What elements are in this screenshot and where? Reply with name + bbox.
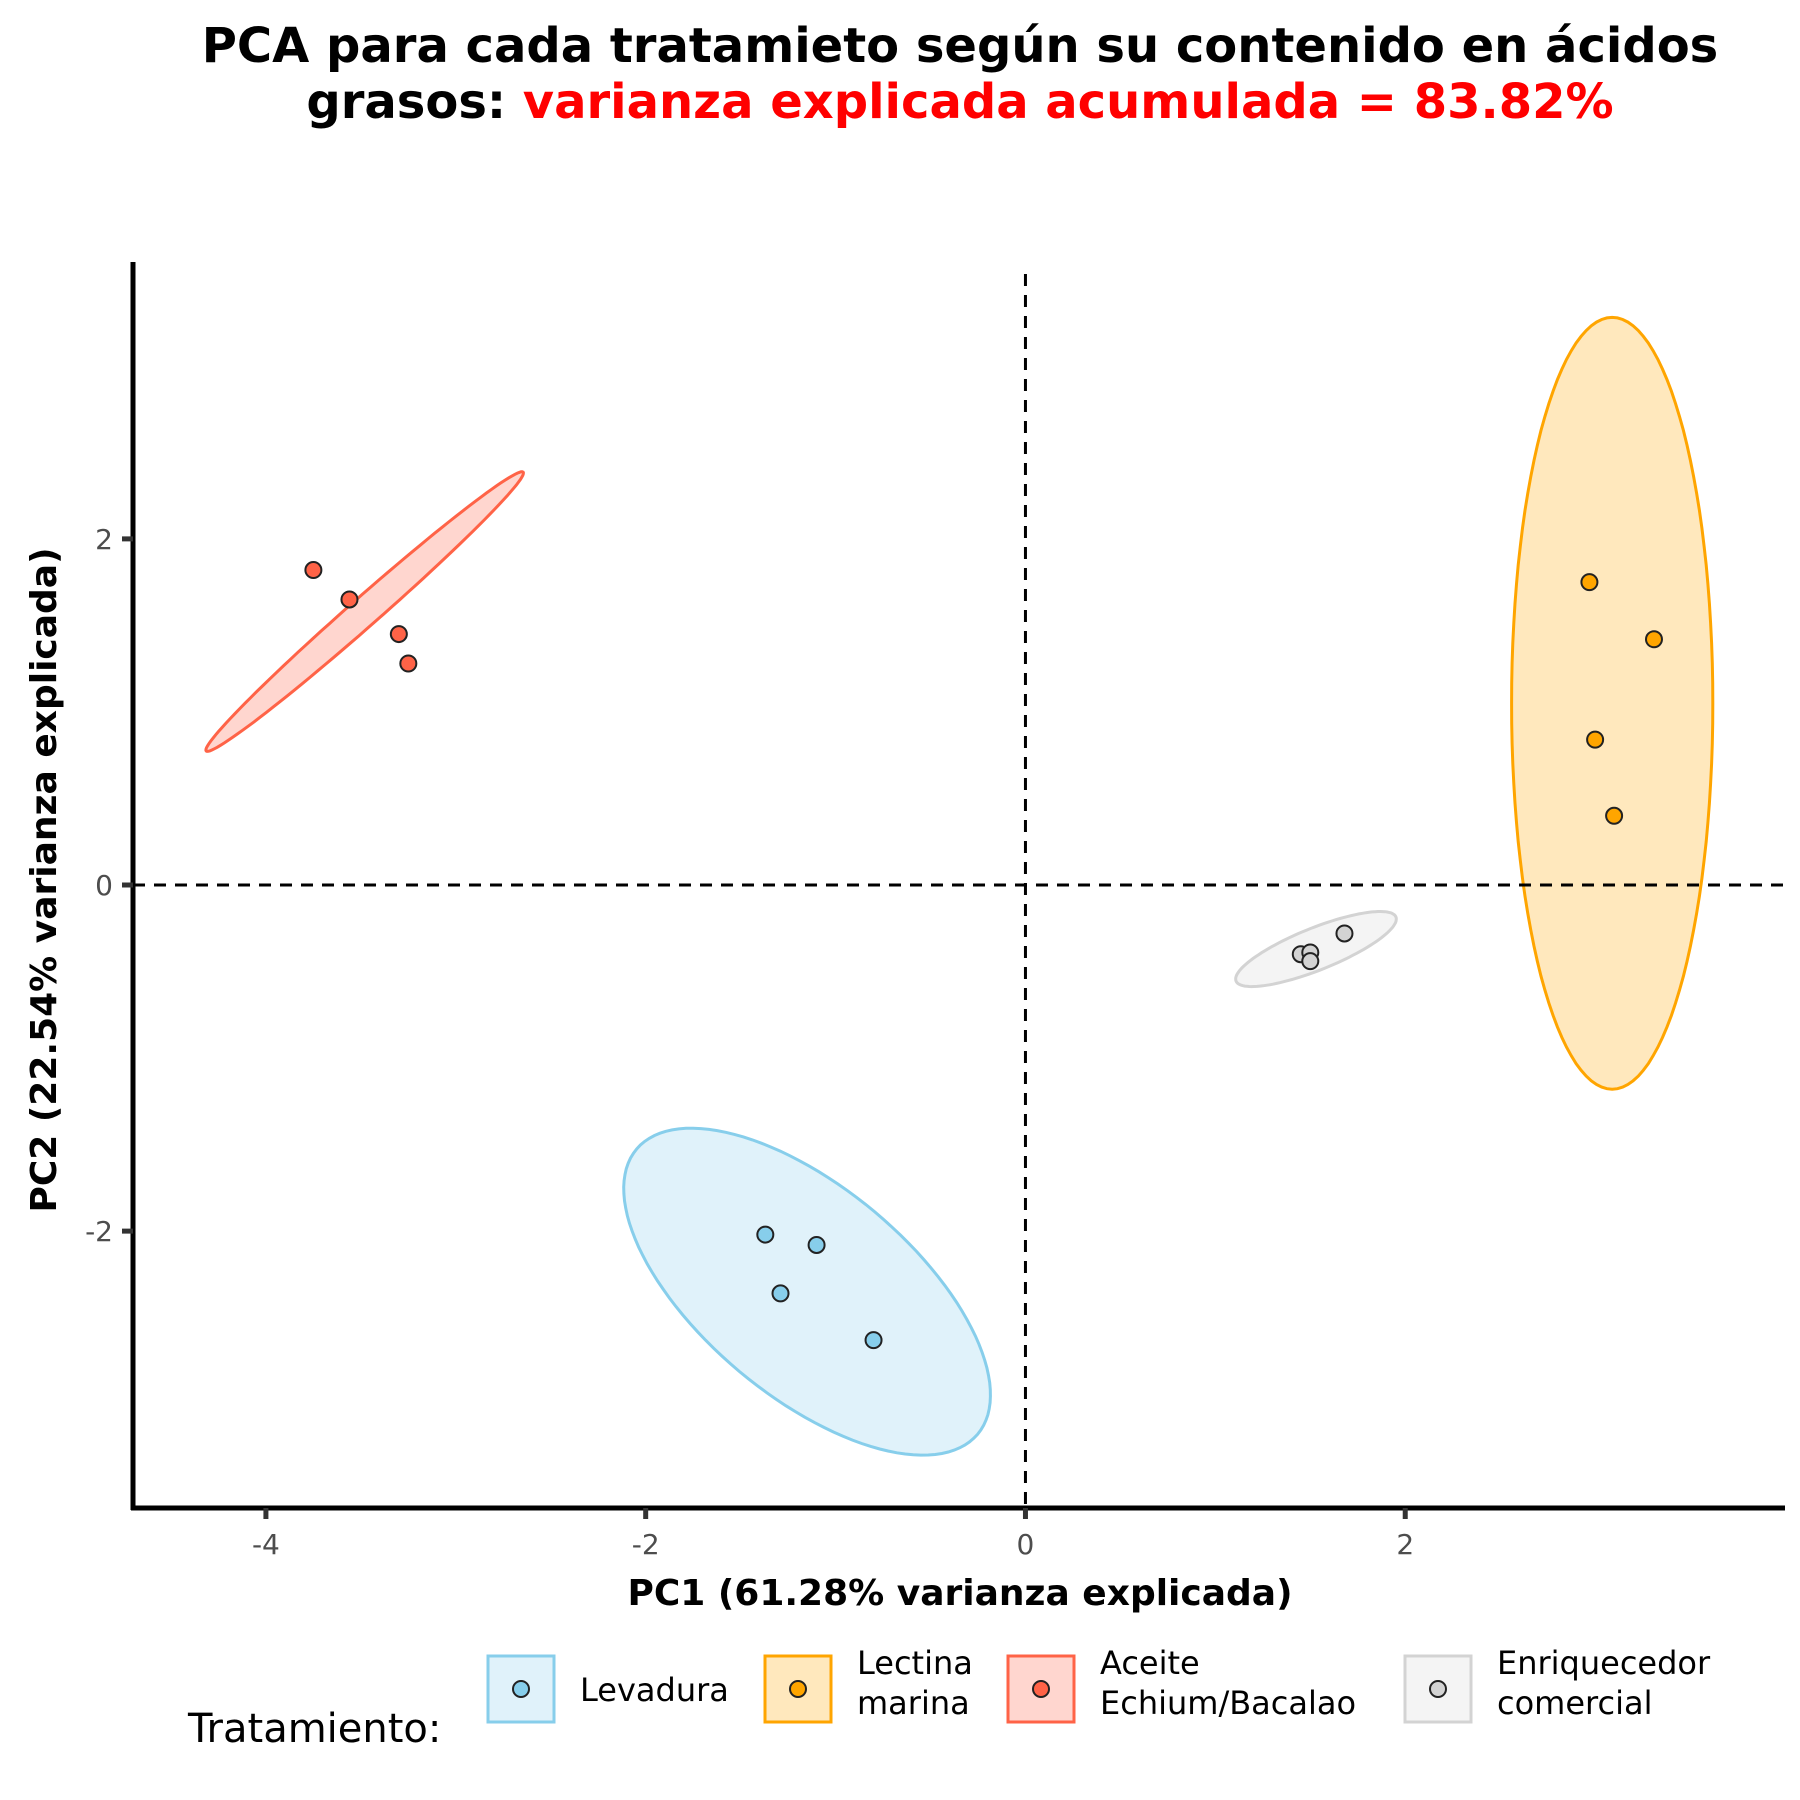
data-points <box>304 561 1663 1350</box>
legend-label-aceite-echium-bacalao: Aceite Echium/Bacalao <box>1100 1644 1356 1722</box>
legend-label-line: Echium/Bacalao <box>1100 1684 1356 1722</box>
point-lectina-marina-4 <box>1605 806 1624 825</box>
point-enriquecedor-comercial-4 <box>1335 924 1354 943</box>
point-levadura-4 <box>864 1331 883 1350</box>
point-lectina-marina-2 <box>1644 630 1663 649</box>
y-tick-label: 0 <box>95 869 113 902</box>
point-levadura-2 <box>807 1235 826 1254</box>
point-aceite-echium-bacalao-3 <box>389 625 408 644</box>
legend-label-line: Aceite <box>1100 1644 1200 1682</box>
ellipse-levadura <box>622 1126 992 1457</box>
legend-label-enriquecedor-comercial: Enriquecedor comercial <box>1497 1644 1711 1722</box>
legend-marker-aceite-echium-bacalao <box>1032 1680 1050 1698</box>
legend-marker-levadura <box>512 1680 530 1698</box>
legend-label-line: comercial <box>1497 1684 1652 1722</box>
chart-title-line2: grasos: varianza explicada acumulada = 8… <box>306 74 1613 130</box>
point-enriquecedor-comercial-3 <box>1301 952 1320 971</box>
chart-title-line1: PCA para cada tratamieto según su conten… <box>202 18 1719 74</box>
point-aceite-echium-bacalao-2 <box>340 590 359 609</box>
chart-title-prefix: grasos: <box>306 74 522 130</box>
legend-label-line: Enriquecedor <box>1497 1644 1711 1682</box>
axes: -4 -2 0 2 -2 0 2 <box>85 262 1785 1561</box>
legend-label-line: Lectina <box>857 1644 973 1682</box>
point-lectina-marina-3 <box>1586 730 1605 749</box>
x-tick-label: 2 <box>1396 1528 1414 1561</box>
reference-lines <box>133 274 1785 1508</box>
legend: Tratamiento: Levadura Lectina marina Aceite… <box>187 1644 1711 1752</box>
x-tick-label: -4 <box>252 1528 280 1561</box>
x-tick-label: 0 <box>1017 1528 1035 1561</box>
legend-label-line: marina <box>857 1684 970 1722</box>
y-axis-title: PC2 (22.54% varianza explicada) <box>24 547 65 1212</box>
point-aceite-echium-bacalao-4 <box>399 654 418 673</box>
x-tick-label: -2 <box>632 1528 660 1561</box>
legend-label-lectina-marina: Lectina marina <box>857 1644 973 1722</box>
point-levadura-1 <box>756 1225 775 1244</box>
point-lectina-marina-1 <box>1580 573 1599 592</box>
legend-marker-lectina-marina <box>789 1680 807 1698</box>
legend-label-levadura: Levadura <box>580 1671 729 1709</box>
ellipse-lectina-marina <box>1510 315 1715 1091</box>
y-tick-label: -2 <box>85 1215 113 1248</box>
legend-title: Tratamiento: <box>187 1706 441 1752</box>
y-tick-label: 2 <box>95 523 113 556</box>
x-axis-title: PC1 (61.28% varianza explicada) <box>627 1573 1292 1614</box>
legend-key-enriquecedor-comercial <box>1403 1654 1473 1724</box>
point-levadura-3 <box>771 1284 790 1303</box>
ellipse-aceite-echium-bacalao <box>204 470 525 753</box>
point-aceite-echium-bacalao-1 <box>304 561 323 580</box>
chart-title-variance: varianza explicada acumulada = 83.82% <box>523 74 1614 130</box>
legend-marker-enriquecedor-comercial <box>1429 1680 1447 1698</box>
confidence-ellipses <box>204 315 1715 1457</box>
